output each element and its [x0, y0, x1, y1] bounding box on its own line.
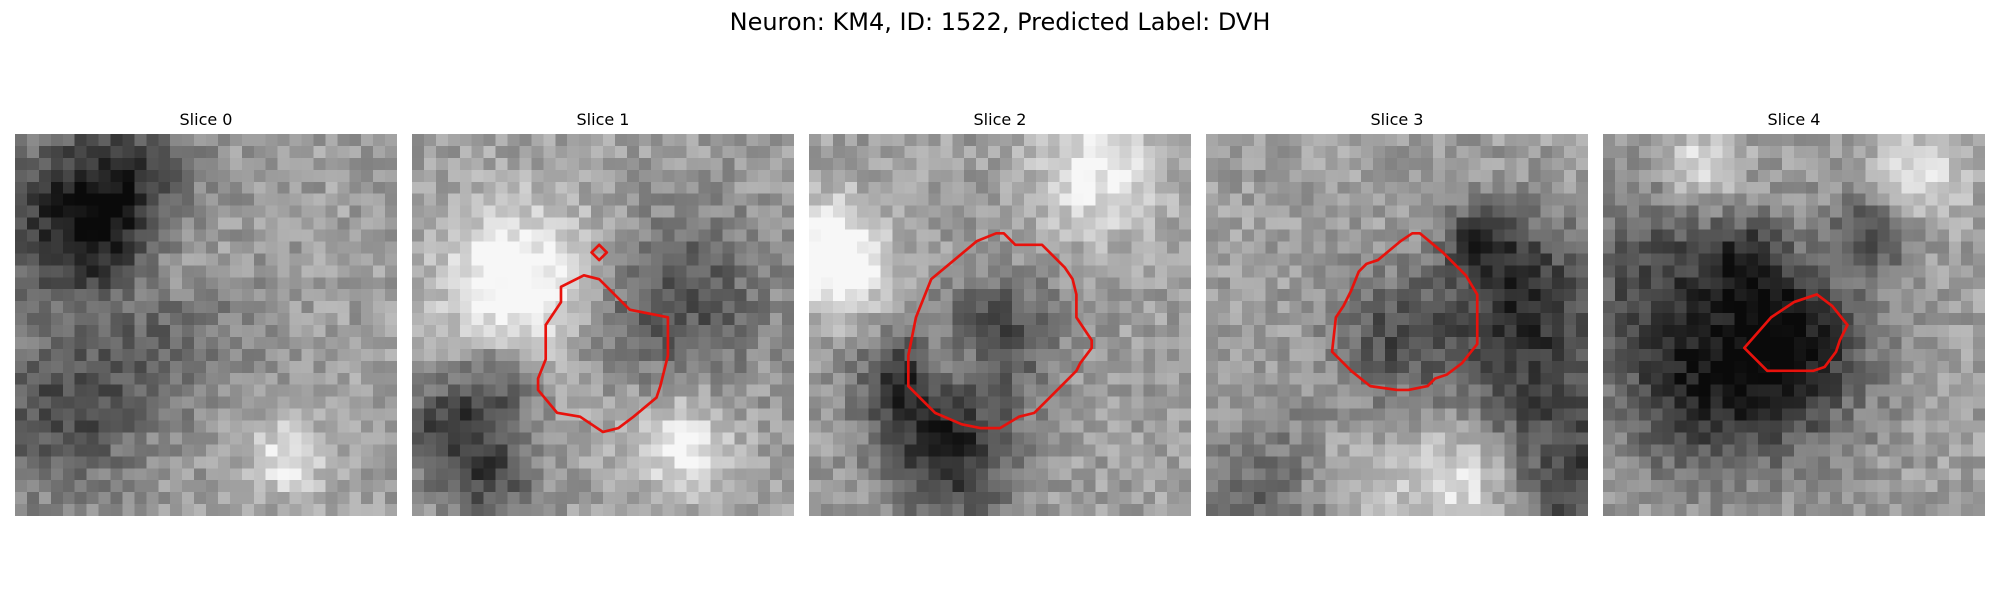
slice-image — [1206, 134, 1588, 516]
slice-title: Slice 0 — [179, 110, 233, 129]
slice-image — [15, 134, 397, 516]
slice-title: Slice 2 — [973, 110, 1027, 129]
roi-contour — [1330, 231, 1479, 392]
roi-marker — [590, 243, 609, 262]
roi-contour — [906, 231, 1094, 430]
slice-title: Slice 4 — [1767, 110, 1821, 129]
roi-contour — [536, 274, 670, 434]
figure-title: Neuron: KM4, ID: 1522, Predicted Label: … — [729, 8, 1271, 36]
slice-panel-2: Slice 2 — [809, 110, 1191, 516]
slice-title: Slice 3 — [1370, 110, 1424, 129]
slice-image — [412, 134, 794, 516]
slice-panel-3: Slice 3 — [1206, 110, 1588, 516]
slice-image — [809, 134, 1191, 516]
slice-panel-0: Slice 0 — [15, 110, 397, 516]
slice-panel-1: Slice 1 — [412, 110, 794, 516]
slice-image — [1603, 134, 1985, 516]
slice-title: Slice 1 — [576, 110, 630, 129]
slice-panel-4: Slice 4 — [1603, 110, 1985, 516]
roi-contour — [1743, 293, 1849, 373]
